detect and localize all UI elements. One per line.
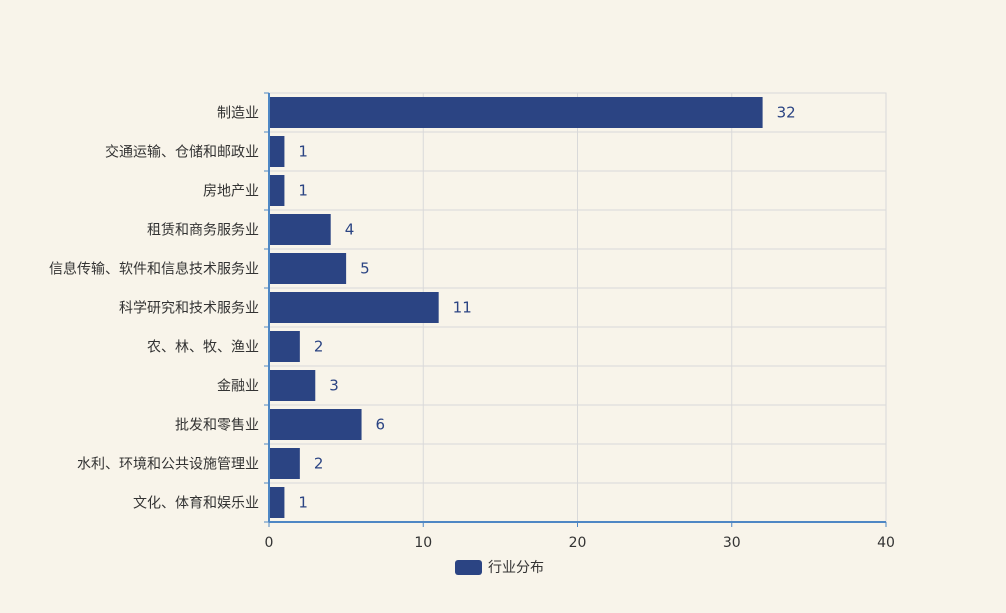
legend-label-hangye[interactable]: 行业分布 [488,560,544,576]
category-label: 水利、环境和公共设施管理业 [77,457,259,473]
data-label: 4 [345,221,355,239]
category-label: 文化、体育和娱乐业 [133,496,259,512]
bars [269,97,763,518]
category-label: 租赁和商务服务业 [147,223,259,239]
x-tick-label: 10 [414,535,432,551]
data-label: 1 [298,182,308,200]
data-label: 5 [360,260,370,278]
bar[interactable] [269,448,300,479]
bar[interactable] [269,175,285,206]
axes [264,92,887,527]
legend[interactable]: 行业分布 [455,560,544,576]
x-tick-label: 30 [723,535,741,551]
category-label: 金融业 [217,379,259,395]
category-label: 交通运输、仓储和邮政业 [105,144,259,161]
category-label: 房地产业 [203,184,259,200]
category-label: 制造业 [217,106,259,122]
x-tick-labels: 0 10 20 30 40 [265,535,895,551]
bar[interactable] [269,370,316,401]
bar[interactable] [269,331,300,362]
data-label: 11 [453,299,472,317]
data-label: 2 [314,338,324,356]
category-label: 信息传输、软件和信息技术服务业 [49,261,259,278]
category-label: 批发和零售业 [175,418,259,434]
x-tick-label: 40 [877,535,895,551]
data-label: 1 [298,494,308,512]
bar[interactable] [269,214,331,245]
data-label: 2 [314,455,324,473]
category-label: 科学研究和技术服务业 [119,301,259,317]
data-label: 3 [329,377,339,395]
x-tick-label: 0 [265,535,274,551]
bar[interactable] [269,292,439,323]
category-labels: 制造业交通运输、仓储和邮政业房地产业租赁和商务服务业信息传输、软件和信息技术服务… [49,106,259,512]
data-label: 1 [298,143,308,161]
data-label: 32 [777,104,796,122]
grid-lines [269,93,886,522]
bar[interactable] [269,253,347,284]
legend-swatch[interactable] [455,560,482,575]
data-label: 6 [376,416,386,434]
bar[interactable] [269,409,362,440]
bar[interactable] [269,136,285,167]
category-label: 农、林、牧、渔业 [147,340,259,356]
bar[interactable] [269,487,285,518]
bar[interactable] [269,97,763,128]
x-tick-label: 20 [569,535,587,551]
